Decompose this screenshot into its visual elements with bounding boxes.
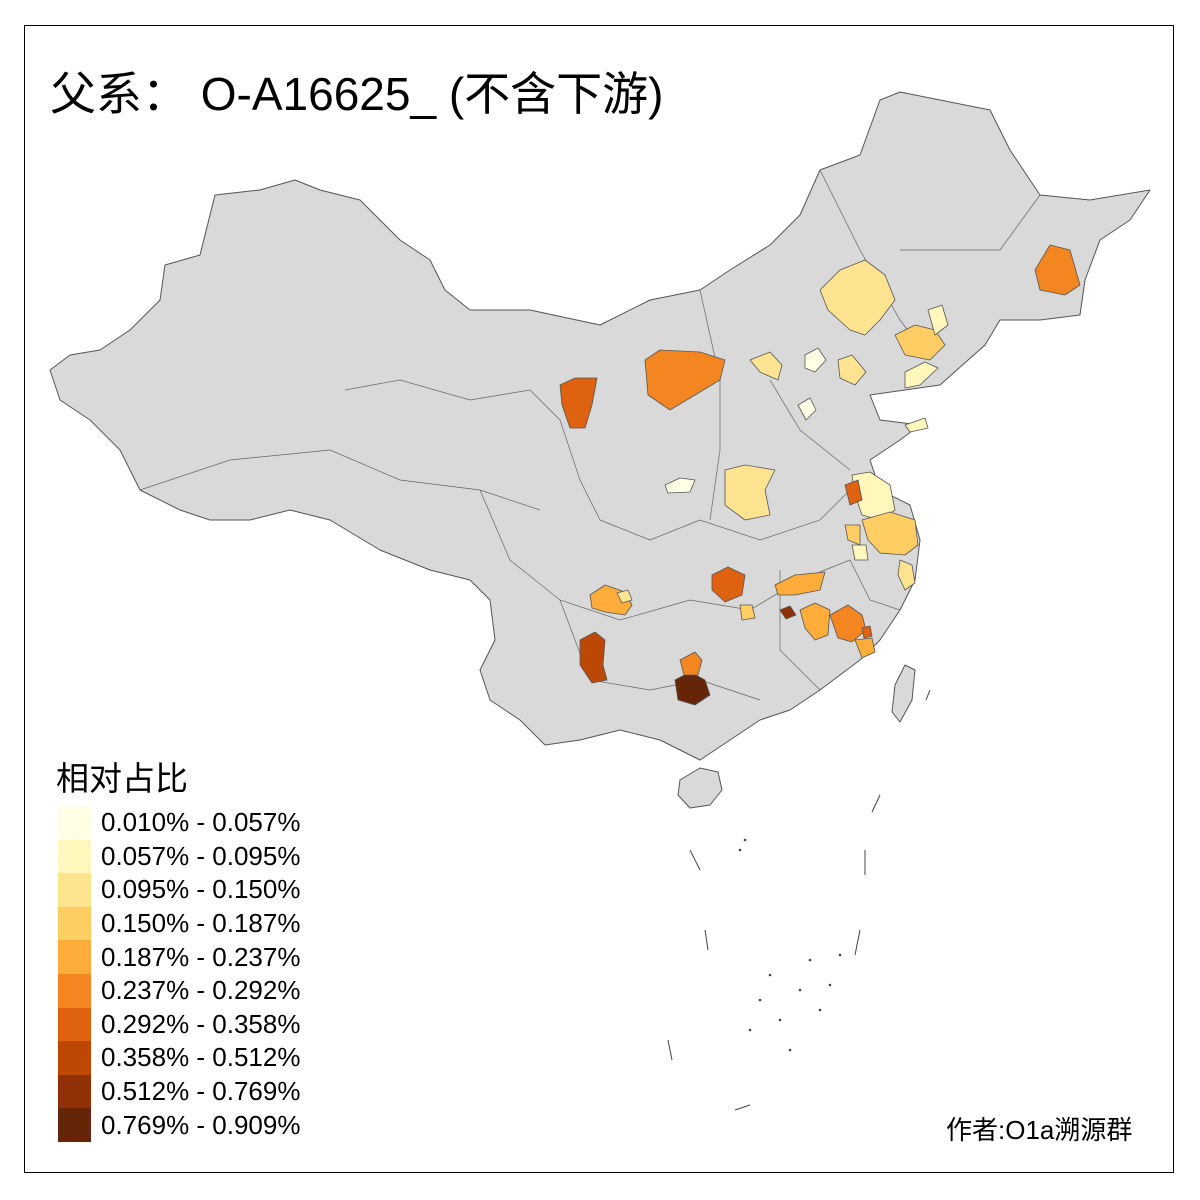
legend-label: 0.769% - 0.909% xyxy=(101,1109,301,1140)
island-dot xyxy=(743,838,747,842)
province-border xyxy=(699,289,721,521)
author-credit: 作者:O1a溯源群 xyxy=(946,1115,1133,1145)
legend-swatch xyxy=(58,873,91,907)
legend-label: 0.150% - 0.187% xyxy=(101,908,301,939)
region-bin-4 xyxy=(774,571,826,596)
island-dot xyxy=(838,953,842,957)
province-border xyxy=(344,379,601,521)
island-dot xyxy=(798,988,802,992)
map-title: 父系： O-A16625_ (不含下游) xyxy=(50,68,664,120)
region-bin-1 xyxy=(927,304,949,336)
region-bin-3 xyxy=(894,324,946,361)
island-dot xyxy=(828,983,832,987)
province-border xyxy=(900,194,1041,251)
taiwan-island xyxy=(891,664,916,723)
island-mark xyxy=(667,1039,673,1061)
hainan-island xyxy=(677,767,723,809)
province-border xyxy=(139,449,541,511)
region-bin-6 xyxy=(861,625,873,639)
legend-label: 0.010% - 0.057% xyxy=(101,807,301,838)
legend-item: 0.292% - 0.358% xyxy=(58,1007,301,1042)
island-dot xyxy=(818,1008,822,1012)
island-dot xyxy=(768,973,772,977)
island-dot xyxy=(758,998,762,1002)
island-dot xyxy=(808,958,812,962)
region-bin-2 xyxy=(616,589,633,604)
legend-swatch xyxy=(58,839,91,874)
region-bin-0 xyxy=(804,347,827,373)
legend-title: 相对占比 xyxy=(56,759,188,798)
province-border xyxy=(849,559,901,611)
map-frame xyxy=(24,25,1174,1173)
region-bin-4 xyxy=(854,637,876,659)
province-border xyxy=(599,479,861,541)
region-bin-6 xyxy=(844,479,863,506)
legend-item: 0.769% - 0.909% xyxy=(58,1108,300,1142)
region-bin-5 xyxy=(679,651,703,676)
legend-swatch xyxy=(58,806,91,840)
legend-label: 0.292% - 0.358% xyxy=(101,1008,301,1039)
legend-label: 0.358% - 0.512% xyxy=(101,1042,301,1073)
region-bin-2 xyxy=(724,464,776,521)
region-bin-7 xyxy=(579,631,608,684)
region-bin-2 xyxy=(749,351,783,381)
china-outline xyxy=(49,91,1151,761)
legend-label: 0.512% - 0.769% xyxy=(101,1076,301,1107)
region-bin-1 xyxy=(904,361,939,389)
legend-swatch xyxy=(58,973,91,1008)
region-bin-8 xyxy=(779,605,797,620)
legend-item: 0.237% - 0.292% xyxy=(58,973,301,1008)
region-bin-0 xyxy=(797,397,817,421)
island-dot xyxy=(748,1028,752,1032)
legend-item: 0.095% - 0.150% xyxy=(58,873,300,907)
region-bin-1 xyxy=(904,417,929,433)
island-mark xyxy=(689,849,701,871)
legend-swatch xyxy=(58,1041,91,1075)
region-bin-0 xyxy=(664,477,696,494)
legend-item: 0.057% - 0.095% xyxy=(58,839,301,874)
legend-swatch xyxy=(58,1074,91,1109)
legend-swatch xyxy=(58,906,91,941)
region-bin-3 xyxy=(861,511,919,556)
island-dot xyxy=(788,1048,792,1052)
legend-label: 0.057% - 0.095% xyxy=(101,840,301,871)
legend-item: 0.150% - 0.187% xyxy=(58,906,301,941)
province-border xyxy=(779,570,821,691)
region-bin-6 xyxy=(711,566,746,603)
legend-swatch xyxy=(58,1108,91,1142)
legend-label: 0.095% - 0.150% xyxy=(101,874,301,905)
legend-item: 0.010% - 0.057% xyxy=(58,806,300,840)
region-bin-3 xyxy=(739,604,756,621)
region-bin-2 xyxy=(897,559,916,591)
island-dot xyxy=(778,1018,782,1022)
island-dot xyxy=(738,848,742,852)
legend-item: 0.358% - 0.512% xyxy=(58,1041,300,1075)
island-mark xyxy=(734,1104,751,1111)
region-bin-4 xyxy=(799,602,831,641)
region-bin-5 xyxy=(644,349,726,411)
island-mark xyxy=(925,689,931,701)
legend-swatch xyxy=(58,1007,91,1042)
province-border xyxy=(769,379,851,471)
region-bin-2 xyxy=(837,354,867,386)
legend-item: 0.512% - 0.769% xyxy=(58,1074,301,1109)
region-bin-1 xyxy=(851,544,869,561)
region-bin-6 xyxy=(559,377,598,429)
legend-swatch xyxy=(58,940,91,974)
region-bin-5 xyxy=(1034,244,1081,296)
island-mark xyxy=(871,794,881,813)
legend: 0.010% - 0.057% 0.057% - 0.095% 0.095% - 0… xyxy=(58,806,300,1142)
legend-item: 0.187% - 0.237% xyxy=(58,940,300,974)
island-mark xyxy=(704,929,709,951)
legend-label: 0.187% - 0.237% xyxy=(101,941,301,972)
region-bin-2 xyxy=(819,259,896,336)
legend-label: 0.237% - 0.292% xyxy=(101,975,301,1006)
island-mark xyxy=(854,929,861,956)
